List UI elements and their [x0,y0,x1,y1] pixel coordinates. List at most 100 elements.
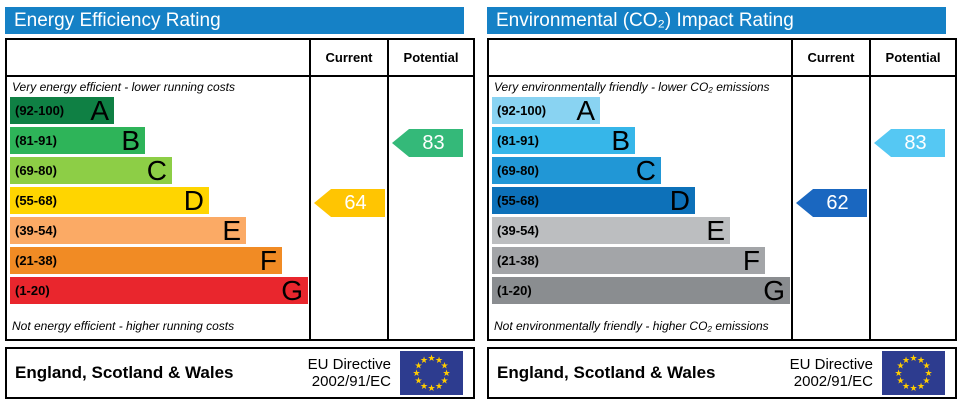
band-bar-f: (21-38) F [10,244,282,276]
energy-panel-title: Energy Efficiency Rating [5,7,464,34]
svg-text:★: ★ [902,355,910,365]
current-column-header: Current [791,40,869,75]
band-row-g: (1-20) G [10,274,309,307]
band-range-label: (21-38) [497,253,539,268]
svg-text:★: ★ [435,355,443,365]
svg-text:★: ★ [440,361,448,371]
svg-text:★: ★ [909,383,917,393]
potential-value-column: 83 [387,77,473,339]
band-range-label: (39-54) [15,223,57,238]
band-range-label: (1-20) [497,283,532,298]
potential-value-column: 83 [869,77,955,339]
current-value-column: 64 [309,77,387,339]
band-bar-g: (1-20) G [492,274,790,306]
table-header-row: Current Potential [489,40,955,77]
band-range-label: (39-54) [497,223,539,238]
band-bar-d: (55-68) D [10,184,209,216]
top-caption: Very environmentally friendly - lower CO… [494,80,770,94]
eu-directive-label: EU Directive 2002/91/EC [308,356,400,391]
band-letter: A [576,94,595,126]
current-column-header: Current [309,40,387,75]
svg-text:★: ★ [896,361,904,371]
current-rating-arrow: 64 [314,189,385,217]
eu-directive-line2: 2002/91/EC [793,373,873,390]
current-rating-value: 64 [344,191,367,214]
energy-bands: (92-100) A (81-91) B (69-80) C (55-68) D (39-54)… [10,94,309,307]
potential-rating-arrow: 83 [392,129,463,157]
band-letter: C [635,154,656,186]
potential-rating-arrow: 83 [874,129,945,157]
band-row-a: (92-100) A [492,94,791,127]
band-row-d: (55-68) D [492,184,791,217]
band-row-b: (81-91) B [492,124,791,157]
band-letter: D [183,184,204,216]
eu-directive-line2: 2002/91/EC [311,373,391,390]
band-letter: G [281,274,303,306]
eu-directive-line1: EU Directive [307,355,391,373]
band-row-f: (21-38) F [10,244,309,277]
svg-text:★: ★ [922,376,930,386]
bottom-caption: Not energy efficient - higher running co… [12,319,235,333]
header-spacer-cell [489,40,791,75]
svg-text:★: ★ [894,368,902,378]
band-row-b: (81-91) B [10,126,309,157]
environmental-footer: England, Scotland & Wales EU Directive 2… [487,347,957,399]
band-range-label: (92-100) [15,103,65,118]
band-range-label: (81-91) [497,133,539,148]
current-value-column: 62 [791,77,869,339]
svg-text:★: ★ [420,355,428,365]
band-letter: E [706,214,725,246]
band-bar-c: (69-80) C [492,154,661,186]
band-row-e: (39-54) E [492,214,791,247]
environmental-rating-table: Current Potential Very environmentally f… [487,38,957,341]
band-range-label: (55-68) [497,193,539,208]
band-bar-c: (69-80) C [10,154,172,186]
svg-text:★: ★ [917,355,925,365]
environmental-band-chart: Very environmentally friendly - lower CO… [489,77,791,339]
svg-text:★: ★ [922,361,930,371]
band-letter: C [146,154,167,186]
band-bar-d: (55-68) D [492,184,695,216]
eu-directive-label: EU Directive 2002/91/EC [790,356,882,391]
panel-environmental-impact: Environmental (CO₂) Impact Rating Curren… [478,0,957,404]
band-range-label: (69-80) [497,163,539,178]
svg-text:★: ★ [420,381,428,391]
energy-rating-table: Current Potential Very energy efficient … [5,38,475,341]
svg-text:★: ★ [909,353,917,363]
svg-text:★: ★ [896,376,904,386]
band-letter: F [259,244,277,276]
band-bar-b: (81-91) B [10,126,145,154]
environmental-panel-title: Environmental (CO₂) Impact Rating [487,7,946,34]
band-range-label: (81-91) [15,133,57,148]
band-bar-f: (21-38) F [492,244,765,276]
eu-flag-icon: ★ ★★★★★★★★★★★ [400,351,463,395]
band-bar-a: (92-100) A [10,94,114,126]
band-letter: A [90,94,109,126]
band-bar-a: (92-100) A [492,94,600,126]
band-letter: D [669,184,690,216]
svg-text:★: ★ [917,381,925,391]
table-header-row: Current Potential [7,40,473,77]
region-label: England, Scotland & Wales [497,363,716,382]
band-letter: G [763,274,785,306]
table-body-row: Very energy efficient - lower running co… [7,77,473,339]
eu-directive-line1: EU Directive [789,355,873,373]
band-row-c: (69-80) C [492,154,791,187]
current-rating-arrow: 62 [796,189,867,217]
band-row-g: (1-20) G [492,274,791,307]
band-letter: F [742,244,760,276]
current-rating-value: 62 [826,191,849,214]
band-letter: B [611,124,630,156]
potential-rating-value: 83 [904,131,927,154]
svg-text:★: ★ [902,381,910,391]
band-row-d: (55-68) D [10,184,309,217]
band-row-e: (39-54) E [10,216,309,247]
top-caption: Very energy efficient - lower running co… [12,80,235,94]
band-bar-g: (1-20) G [10,274,308,306]
band-range-label: (21-38) [15,253,57,268]
potential-column-header: Potential [387,40,473,75]
svg-text:★: ★ [414,376,422,386]
band-range-label: (1-20) [15,283,50,298]
svg-text:★: ★ [414,361,422,371]
band-range-label: (92-100) [497,103,547,118]
